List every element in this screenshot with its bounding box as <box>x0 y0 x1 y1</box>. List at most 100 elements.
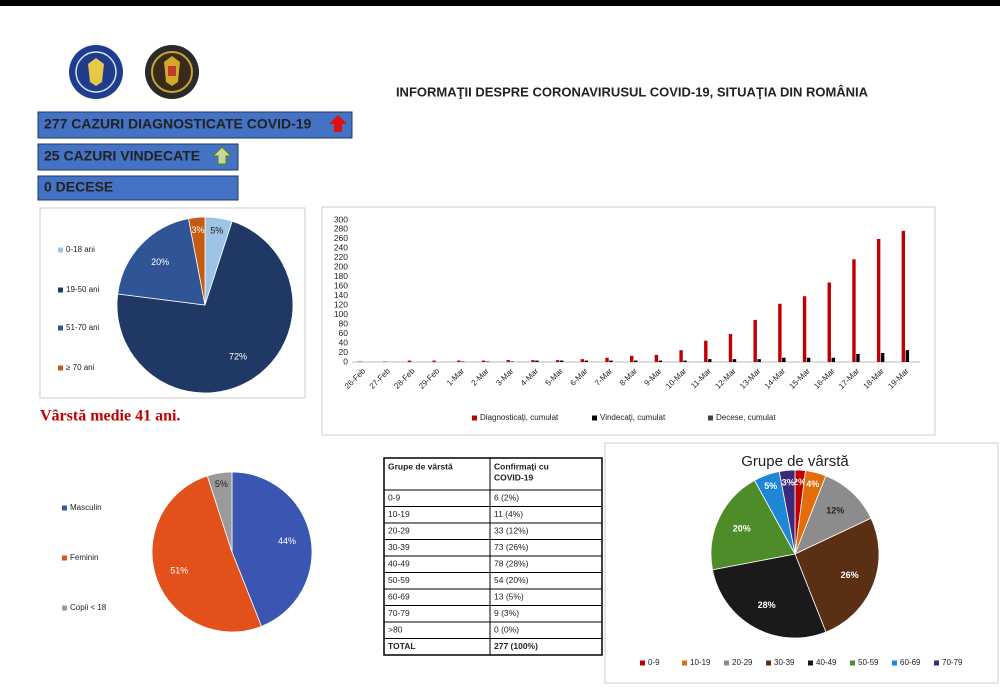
x-tick-label: 1-Mar <box>445 366 466 387</box>
table-cell: 277 (100%) <box>494 641 538 651</box>
x-tick-label: 2-Mar <box>470 366 491 387</box>
legend-label: Copii < 18 <box>70 603 107 612</box>
slice-label: 20% <box>733 523 751 533</box>
x-tick-label: 11-Mar <box>689 366 713 390</box>
x-tick-label: 6-Mar <box>568 366 589 387</box>
legend-marker <box>592 415 597 421</box>
bar <box>728 334 733 362</box>
panel <box>39 207 306 399</box>
bar <box>905 350 910 362</box>
panel <box>604 442 999 684</box>
x-tick-label: 13-Mar <box>738 366 763 391</box>
legend-marker <box>766 660 771 666</box>
bar <box>753 319 757 362</box>
bar <box>634 360 638 362</box>
slice-label: 51% <box>170 565 188 575</box>
bar <box>407 360 412 362</box>
legend-label: Masculin <box>70 503 102 512</box>
legend-label: 20-29 <box>732 658 753 667</box>
legend-marker <box>58 365 63 371</box>
x-tick-label: 9-Mar <box>642 366 663 387</box>
status-box <box>37 175 239 201</box>
slice-label: 72% <box>229 351 247 361</box>
table-cell: 33 (12%) <box>494 526 529 536</box>
legend-marker <box>724 660 729 666</box>
bar <box>852 259 856 362</box>
bar <box>605 357 609 362</box>
bar <box>535 360 539 362</box>
legend-label: 30-39 <box>774 658 795 667</box>
status-box <box>37 111 353 139</box>
y-tick-label: 160 <box>334 281 348 291</box>
table-cell: 13 (5%) <box>494 592 524 602</box>
bar <box>630 355 634 362</box>
legend-label: 10-19 <box>690 658 711 667</box>
x-tick-label: 14-Mar <box>763 366 788 391</box>
table-header: Grupe de vârstă <box>388 461 453 471</box>
y-tick-label: 20 <box>339 347 349 357</box>
bar <box>880 353 885 362</box>
legend-label: Diagnosticaţi, cumulat <box>480 413 559 422</box>
bar <box>654 354 659 362</box>
legend-marker <box>62 505 67 511</box>
legend-label: ≥ 70 ani <box>66 363 95 372</box>
bar <box>531 360 535 362</box>
bar <box>580 359 585 362</box>
table-cell: 10-19 <box>388 509 410 519</box>
legend-label: Decese, cumulat <box>716 413 776 422</box>
bar <box>782 357 786 362</box>
legend-label: 0-9 <box>648 658 660 667</box>
bar <box>778 303 782 362</box>
logo-government <box>69 45 123 99</box>
note: Vârstă medie 41 ani. <box>40 408 180 425</box>
x-tick-label: 18-Mar <box>862 366 887 391</box>
bar <box>609 360 613 362</box>
y-tick-label: 80 <box>339 318 349 328</box>
bar <box>802 296 807 362</box>
y-tick-label: 260 <box>334 233 348 243</box>
legend-label: 50-59 <box>858 658 879 667</box>
bar <box>683 360 687 362</box>
slice-label: 3% <box>782 477 795 487</box>
y-tick-label: 200 <box>334 262 348 272</box>
bar <box>831 357 835 362</box>
slice-label: 5% <box>764 481 777 491</box>
legend-marker <box>850 660 855 666</box>
table-header: Confirmaţi cu <box>494 461 549 471</box>
logo-ministry <box>145 45 199 99</box>
slice-label: 20% <box>151 257 169 267</box>
legend-marker <box>62 555 67 561</box>
slice-label: 4% <box>806 479 819 489</box>
table-cell: 54 (20%) <box>494 575 529 585</box>
table-cell: 6 (2%) <box>494 493 519 503</box>
bar <box>757 359 761 362</box>
panel <box>321 206 936 436</box>
bar <box>732 359 737 362</box>
slice-label: 12% <box>826 506 844 516</box>
y-tick-label: 300 <box>334 214 348 224</box>
x-tick-label: 10-Mar <box>664 366 689 391</box>
page-title: INFORMAŢII DESPRE CORONAVIRUSUL COVID-19… <box>396 84 869 99</box>
bar <box>432 360 436 362</box>
bar <box>827 282 831 362</box>
x-tick-label: 5-Mar <box>544 366 565 387</box>
x-tick-label: 29-Feb <box>417 366 442 391</box>
legend-marker <box>58 287 63 293</box>
legend-label: Feminin <box>70 553 98 562</box>
legend-marker <box>472 415 477 421</box>
bar <box>856 353 860 362</box>
legend-label: 19-50 ani <box>66 285 100 294</box>
table-cell: 9 (3%) <box>494 608 519 618</box>
slice-label: 44% <box>278 536 296 546</box>
y-tick-label: 180 <box>334 271 348 281</box>
bar <box>876 238 881 362</box>
x-tick-label: 28-Feb <box>392 366 417 391</box>
legend-label: Vindecaţi, cumulat <box>600 413 666 422</box>
table-cell: 50-59 <box>388 575 410 585</box>
x-tick-label: 19-Mar <box>886 366 911 391</box>
x-tick-label: 8-Mar <box>618 366 639 387</box>
y-tick-label: 280 <box>334 224 348 234</box>
y-tick-label: 0 <box>343 356 348 366</box>
table-cell: 30-39 <box>388 542 410 552</box>
